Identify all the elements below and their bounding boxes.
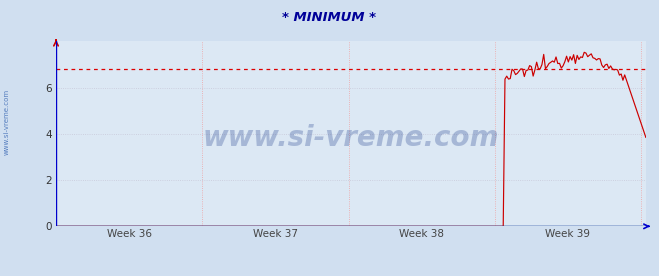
Text: * MINIMUM *: * MINIMUM * [283, 11, 376, 24]
Text: www.si-vreme.com: www.si-vreme.com [4, 88, 10, 155]
Text: www.si-vreme.com: www.si-vreme.com [203, 124, 499, 152]
